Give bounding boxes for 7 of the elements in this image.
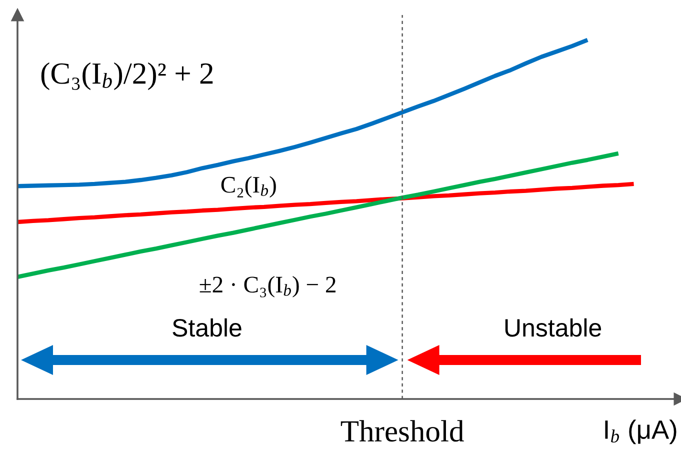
text: (C₃(I$_{b}$)/2)² + 2 (41, 62, 213, 90)
annotation: Stable (172, 318, 242, 337)
series-label: ±2 · C₃(I$_{b}$) − 2 (200, 276, 336, 298)
text: Threshold (340, 420, 464, 442)
annotation: Unstable (505, 318, 602, 337)
series-label: C₂(I$_{b}$) (221, 176, 276, 198)
x-axis-title: I$_{b}$ (μA) (605, 420, 676, 444)
